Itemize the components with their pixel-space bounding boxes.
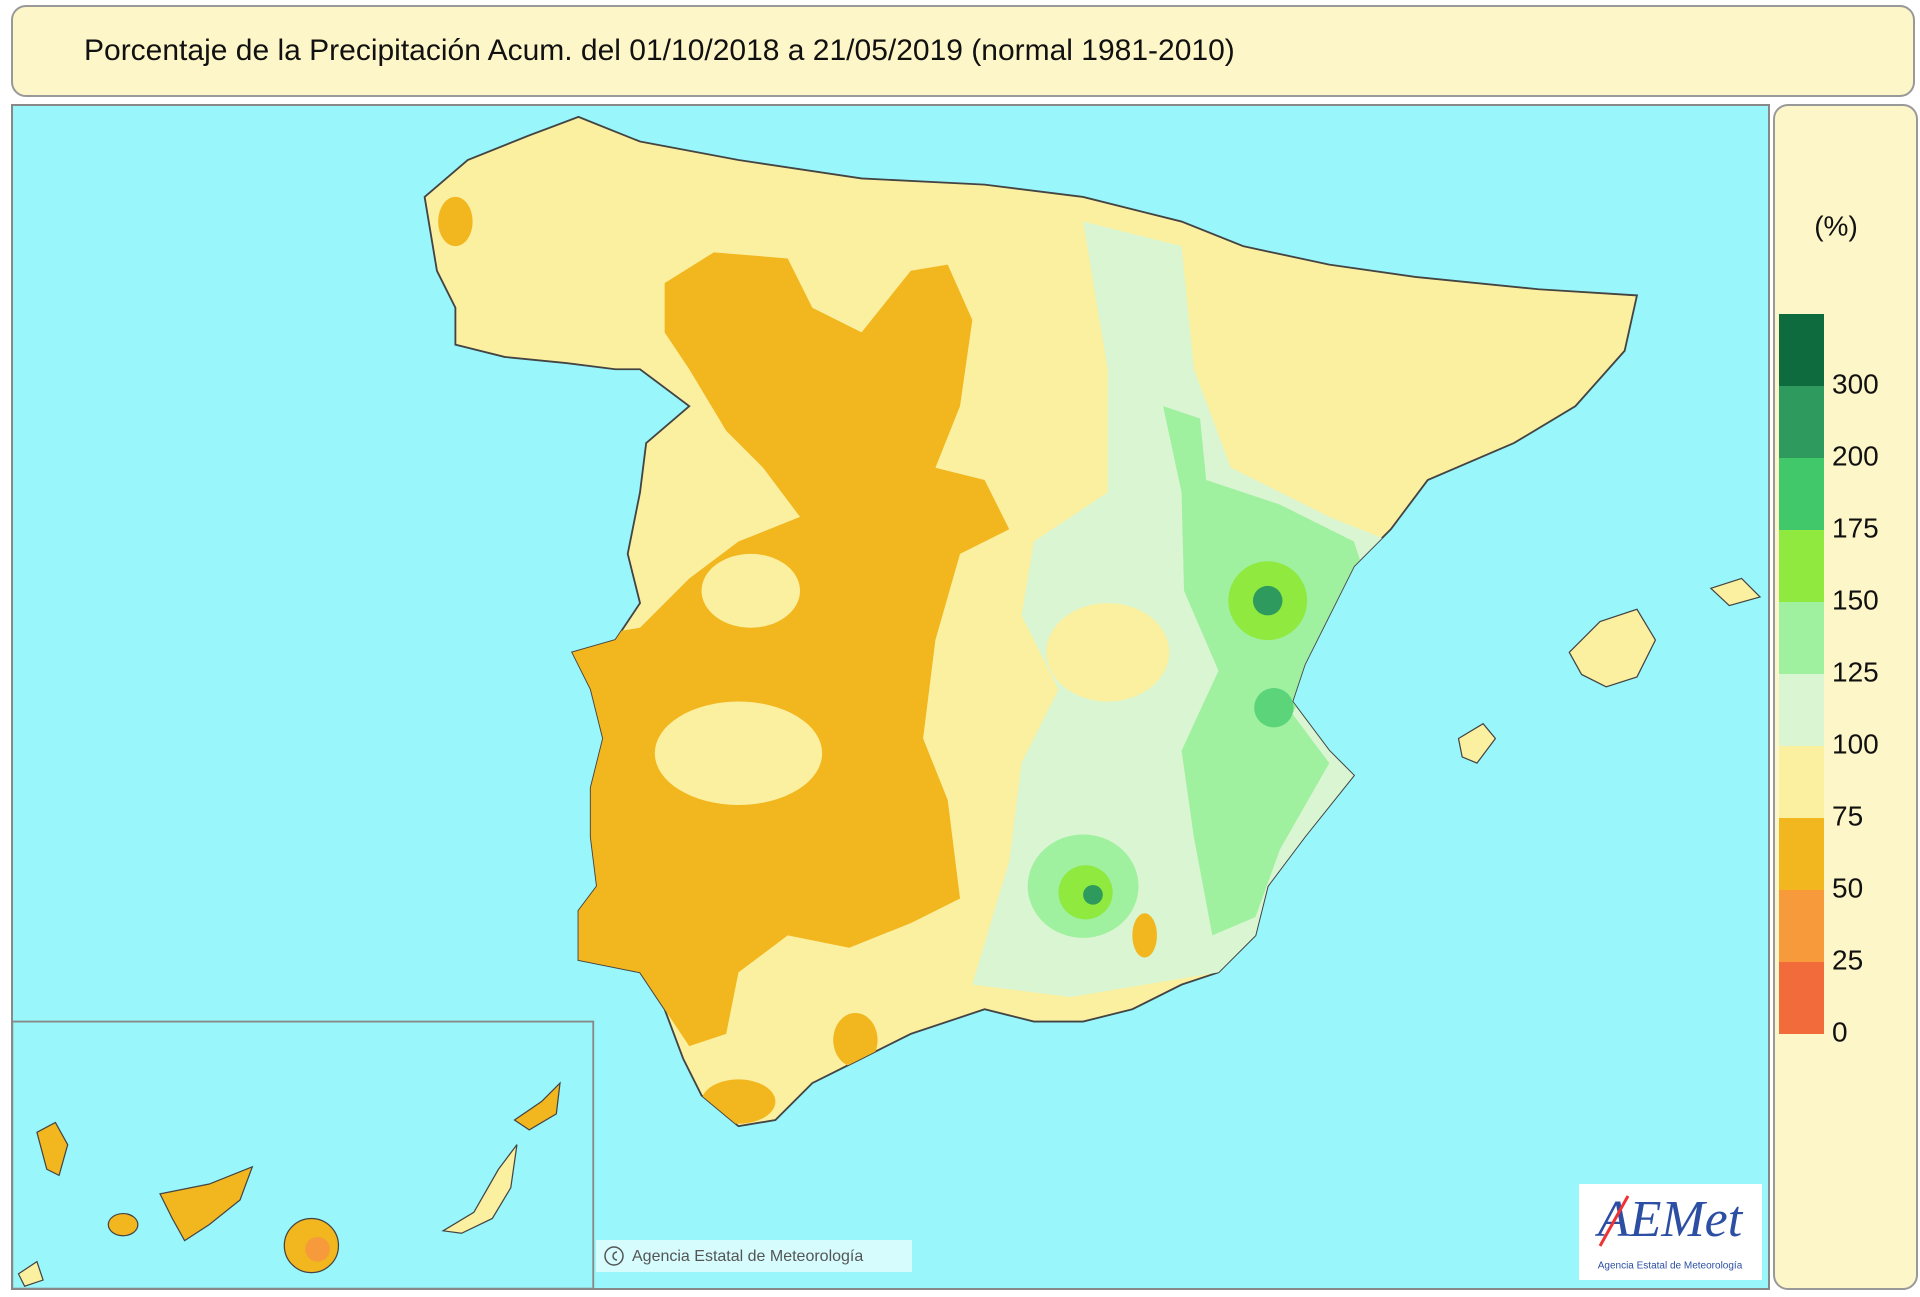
el-hierro [17,1260,44,1287]
la-gomera [107,1212,139,1237]
logo-name: AEMet [1595,1191,1744,1248]
zone-75-100 [701,553,801,628]
logo-subtitle: Agencia Estatal de Meteorología [1598,1261,1743,1272]
legend-label: 50 [1832,872,1863,903]
fuerteventura [441,1144,518,1234]
copyright-box [596,1240,912,1272]
legend-swatch [1779,674,1824,746]
tenerife [159,1165,254,1242]
zone-75-100 [1046,603,1170,702]
zone-50-75 [566,252,1010,1047]
ibiza [1457,722,1497,764]
zone-125-150 [1163,406,1367,936]
zone-25-50 [305,1236,330,1262]
legend-label: 25 [1832,944,1863,975]
zone-50-75 [833,1012,878,1068]
title: Porcentaje de la Precipitación Acum. del… [84,34,1235,67]
legend-unit: (%) [1814,210,1858,241]
legend-swatch [1779,386,1824,458]
legend-label: 300 [1832,368,1879,399]
lanzarote [513,1081,561,1131]
legend-swatch [1779,962,1824,1034]
legend-label: 175 [1832,512,1879,543]
copyright-symbol [604,1246,624,1266]
legend-label: 125 [1832,656,1879,687]
copyright: Agencia Estatal de Meteorología [632,1248,863,1265]
menorca [1709,577,1762,607]
legend-label: 75 [1832,800,1863,831]
zone-50-75 [1132,913,1157,958]
legend: 0 25 50 75 100 125 150 175 200 300 [1779,314,1879,1047]
map-shapes [11,116,1762,1290]
zone-200-300 [1252,585,1283,616]
legend-label: 150 [1832,584,1879,615]
legend-label: 100 [1832,728,1879,759]
zone-200-300 [1083,884,1103,905]
zone-75-100 [654,701,823,805]
legend-label: 200 [1832,440,1879,471]
legend-swatch [1779,602,1824,674]
legend-swatch [1779,530,1824,602]
zone-175-200 [1254,688,1294,728]
legend-swatch [1779,818,1824,890]
title-box [11,5,1915,97]
mallorca [1568,608,1657,688]
logo-accent [1598,1195,1630,1247]
color-zones [438,196,1391,1124]
inset-frame [11,1020,595,1290]
legend-swatch [1779,458,1824,530]
legend-label: 0 [1832,1016,1848,1047]
legend-swatch [1779,890,1824,962]
la-palma [36,1121,69,1177]
legend-swatch [1779,746,1824,818]
copyright-symbol [612,1251,618,1261]
zone-50-75 [438,196,473,247]
legend-swatch [1779,314,1824,386]
